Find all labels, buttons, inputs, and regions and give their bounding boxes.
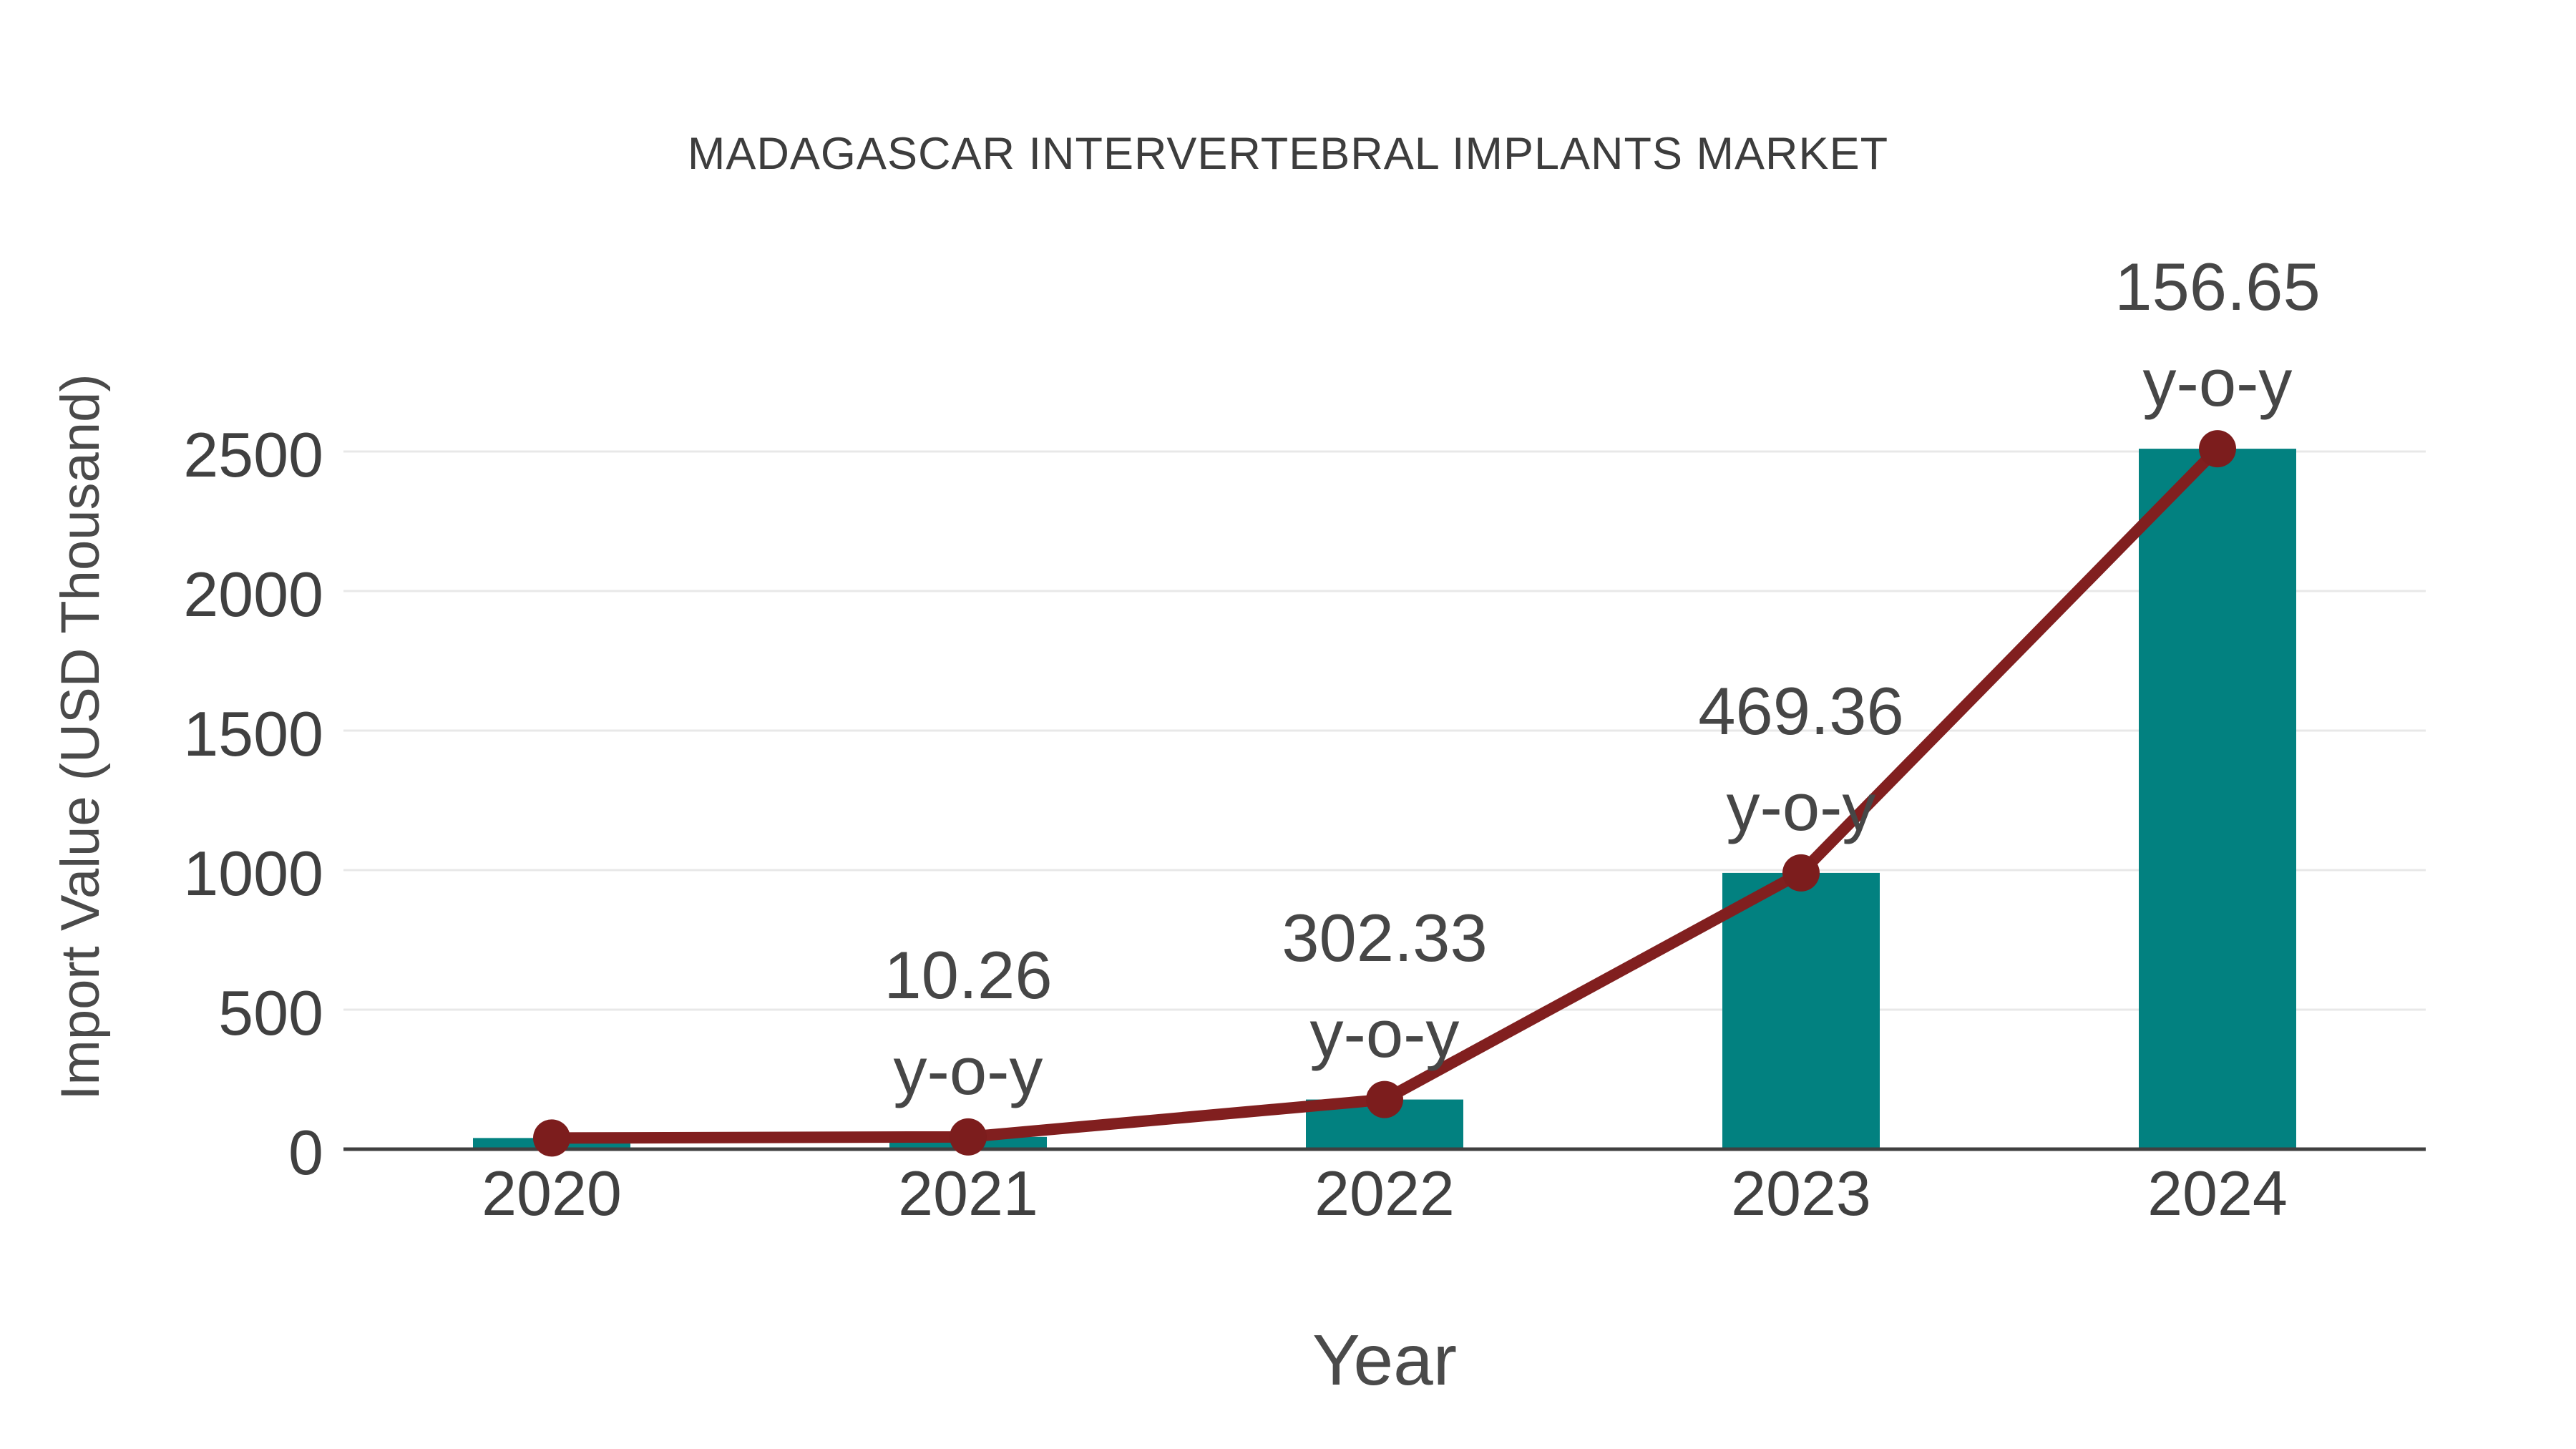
data-point-marker — [1366, 1080, 1403, 1118]
y-axis-title: Import Value (USD Thousand) — [50, 374, 111, 1101]
yoy-suffix: y-o-y — [2142, 345, 2293, 421]
y-tick-label: 0 — [288, 1117, 323, 1188]
data-point-marker — [2199, 430, 2236, 468]
bar — [1722, 872, 1880, 1149]
y-tick-label: 1500 — [183, 698, 323, 769]
yoy-value: 469.36 — [1698, 673, 1904, 748]
bar — [2139, 449, 2296, 1149]
data-point-marker — [533, 1119, 570, 1157]
yoy-suffix: y-o-y — [1309, 995, 1460, 1071]
yoy-suffix: y-o-y — [893, 1033, 1043, 1108]
yoy-annotation: 469.36 y-o-y — [1586, 663, 2016, 855]
y-tick-label: 2500 — [183, 419, 323, 490]
x-tick-label: 2021 — [898, 1158, 1038, 1229]
yoy-value: 10.26 — [884, 937, 1053, 1013]
chart-title: MADAGASCAR INTERVERTEBRAL IMPLANTS MARKE… — [687, 129, 1889, 179]
x-axis-title: Year — [1312, 1320, 1458, 1400]
yoy-annotation: 10.26 y-o-y — [753, 927, 1183, 1119]
y-tick-label: 2000 — [183, 559, 323, 630]
yoy-suffix: y-o-y — [1726, 769, 1876, 844]
yoy-value: 156.65 — [2114, 249, 2321, 325]
x-tick-label: 2022 — [1314, 1158, 1455, 1229]
yoy-annotation: 302.33 y-o-y — [1170, 890, 1599, 1082]
x-tick-label: 2024 — [2147, 1158, 2288, 1229]
x-tick-label: 2020 — [482, 1158, 622, 1229]
yoy-annotation: 156.65 y-o-y — [2003, 239, 2432, 431]
data-point-marker — [1782, 854, 1820, 892]
y-tick-label: 500 — [218, 977, 323, 1048]
y-tick-label: 1000 — [183, 838, 323, 909]
data-point-marker — [950, 1118, 987, 1156]
yoy-value: 302.33 — [1282, 899, 1488, 975]
x-tick-label: 2023 — [1731, 1158, 1871, 1229]
